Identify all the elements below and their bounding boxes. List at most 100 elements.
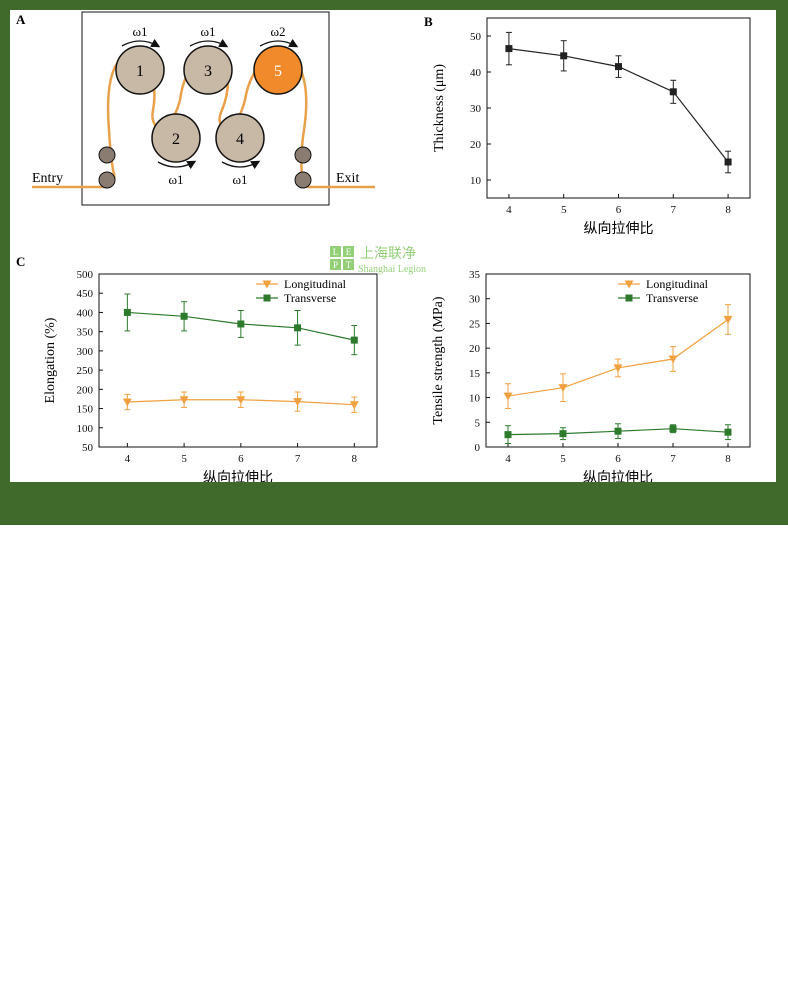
- y-tick-label: 500: [77, 269, 94, 281]
- data-point-marker: [293, 398, 303, 407]
- data-point-marker: [614, 427, 622, 435]
- x-axis-label: 纵向拉伸比: [203, 470, 273, 482]
- roller-label: 1: [136, 63, 144, 80]
- data-point-marker: [263, 294, 271, 302]
- logo-letter: T: [346, 260, 352, 270]
- data-point-marker: [294, 324, 302, 332]
- y-axis-label: Tensile strength (MPa): [431, 296, 446, 424]
- x-tick-label: 8: [725, 204, 731, 216]
- x-tick-label: 7: [295, 453, 301, 465]
- y-axis-label: Elongation (%): [43, 317, 58, 403]
- x-tick-label: 8: [352, 453, 358, 465]
- legend-label: Longitudinal: [646, 277, 709, 291]
- data-point-marker: [350, 336, 358, 344]
- logo-cell: [330, 259, 341, 270]
- roller-label: 4: [236, 131, 244, 148]
- data-point-marker: [724, 158, 732, 166]
- plot-frame: [98, 273, 378, 448]
- panel-label-a: A: [16, 12, 26, 27]
- y-tick-label: 10: [469, 393, 481, 405]
- logo-cell: [343, 246, 354, 257]
- y-tick-label: 100: [77, 423, 94, 435]
- footer-bar: 图片来自上海联净复合材料技术有限公司: [0, 486, 788, 1003]
- data-point-marker: [669, 425, 677, 433]
- omega-label: ω1: [132, 24, 147, 39]
- y-axis-label: Thickness (μm): [432, 64, 447, 152]
- y-tick-label: 20: [470, 139, 482, 151]
- data-point-marker: [505, 45, 513, 53]
- thickness-chart: 4 5 6 7 8 10 20 30 40 50 纵向拉伸比 Thickness (μm): [432, 17, 751, 237]
- data-point-marker: [179, 396, 189, 405]
- data-point-marker: [723, 315, 733, 324]
- x-tick-label: 5: [560, 453, 566, 465]
- x-tick-label: 6: [615, 453, 621, 465]
- panel-label-c: C: [16, 254, 25, 269]
- series-line: [507, 318, 729, 397]
- data-point-marker: [668, 355, 678, 364]
- roller-label: 5: [274, 63, 282, 80]
- omega-label: ω2: [270, 24, 285, 39]
- data-point-marker: [349, 401, 359, 410]
- x-tick-label: 7: [671, 204, 677, 216]
- data-point-marker: [503, 392, 513, 401]
- y-tick-label: 350: [77, 327, 94, 339]
- logo-letter: E: [346, 247, 352, 257]
- watermark-en: Shanghai Legion: [358, 264, 426, 275]
- data-point-marker: [558, 384, 568, 393]
- roller-5: [253, 45, 303, 95]
- x-tick-label: 8: [725, 453, 731, 465]
- legend-label: Transverse: [646, 291, 698, 305]
- data-point-marker: [123, 308, 131, 316]
- omega-label: ω1: [200, 24, 215, 39]
- rotation-arrow: [157, 160, 197, 170]
- roller-4: [215, 113, 265, 163]
- guide-roller: [98, 171, 116, 189]
- roller-3: [183, 45, 233, 95]
- x-axis-label: 纵向拉伸比: [584, 221, 654, 237]
- data-point-marker: [236, 396, 246, 405]
- y-tick-label: 250: [77, 365, 94, 377]
- omega-label: ω1: [168, 172, 183, 187]
- x-tick-label: 6: [616, 204, 622, 216]
- data-point-marker: [262, 280, 272, 289]
- logo-cell: [343, 259, 354, 270]
- data-point-marker: [237, 320, 245, 328]
- roller-1: [115, 45, 165, 95]
- x-tick-label: 5: [181, 453, 187, 465]
- guide-roller: [98, 146, 116, 164]
- data-point-marker: [504, 431, 512, 439]
- x-tick-label: 6: [238, 453, 244, 465]
- x-tick-label: 4: [506, 204, 512, 216]
- data-point-marker: [613, 364, 623, 373]
- y-tick-label: 400: [77, 307, 94, 319]
- data-point-marker: [559, 430, 567, 438]
- x-tick-label: 4: [125, 453, 131, 465]
- y-tick-label: 450: [77, 288, 94, 300]
- data-point-marker: [724, 428, 732, 436]
- figure-panel: A B C 1 3 5 2 4 ω1 ω1 ω2 ω1 ω1 Entry Exi…: [10, 10, 776, 486]
- guide-roller: [294, 146, 312, 164]
- data-point-marker: [669, 88, 677, 96]
- y-tick-label: 50: [82, 442, 94, 454]
- panel-label-b: B: [424, 14, 433, 29]
- rotation-arrow: [121, 38, 161, 48]
- roller-label: 3: [204, 63, 212, 80]
- watermark-cn: 上海联净: [360, 246, 416, 262]
- guide-roller: [294, 171, 312, 189]
- omega-label: ω1: [232, 172, 247, 187]
- y-tick-label: 25: [469, 318, 481, 330]
- logo-letter: L: [333, 247, 339, 257]
- source-caption: 图片来自上海联净复合材料技术有限公司: [451, 984, 758, 1003]
- exit-label: Exit: [336, 171, 359, 186]
- y-tick-label: 200: [77, 384, 94, 396]
- diagram-box: [81, 11, 330, 206]
- y-tick-label: 20: [469, 343, 481, 355]
- x-tick-label: 4: [505, 453, 511, 465]
- x-axis-label: 纵向拉伸比: [583, 470, 653, 482]
- watermark: L E P T 上海联净 Shanghai Legion: [330, 246, 426, 275]
- legend-label: Transverse: [284, 291, 336, 305]
- figure-canvas: A B C 1 3 5 2 4 ω1 ω1 ω2 ω1 ω1 Entry Exi…: [16, 11, 751, 486]
- y-tick-label: 300: [77, 346, 94, 358]
- y-tick-label: 35: [469, 269, 481, 281]
- y-tick-label: 30: [470, 103, 482, 115]
